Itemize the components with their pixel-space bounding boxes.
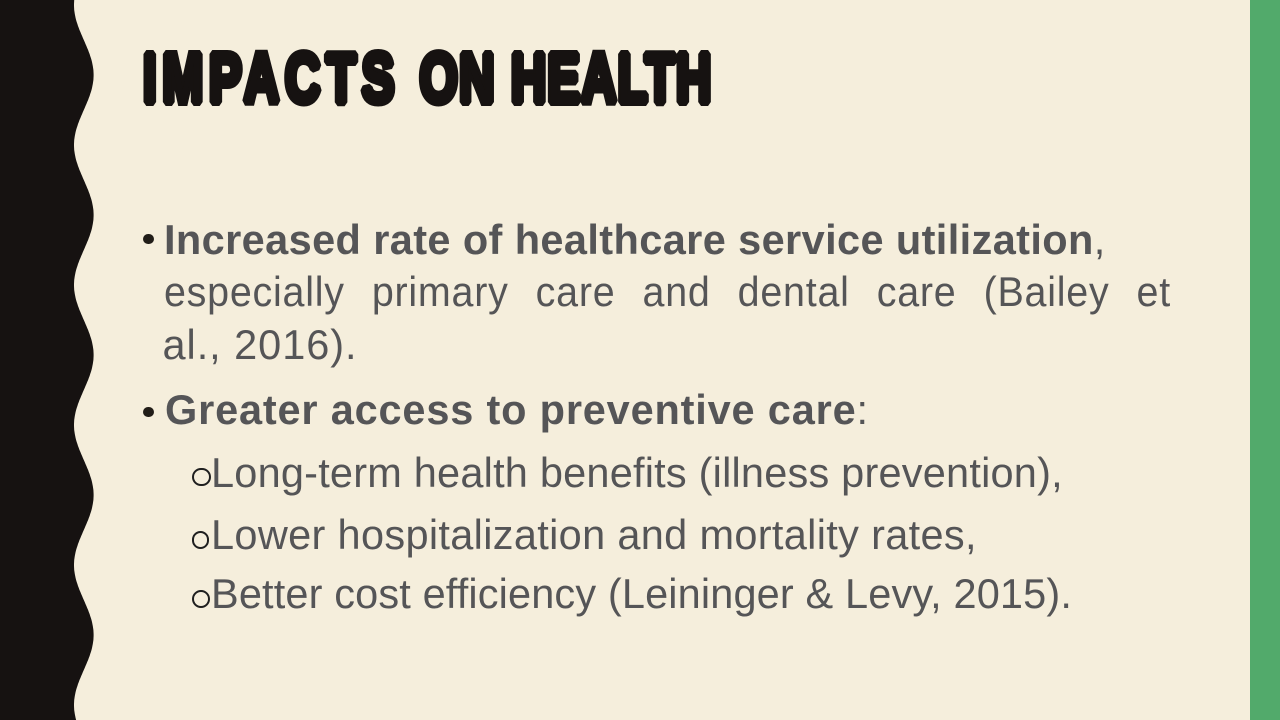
svg-text:IMPACTS ON HEALTH: IMPACTS ON HEALTH xyxy=(143,38,712,117)
